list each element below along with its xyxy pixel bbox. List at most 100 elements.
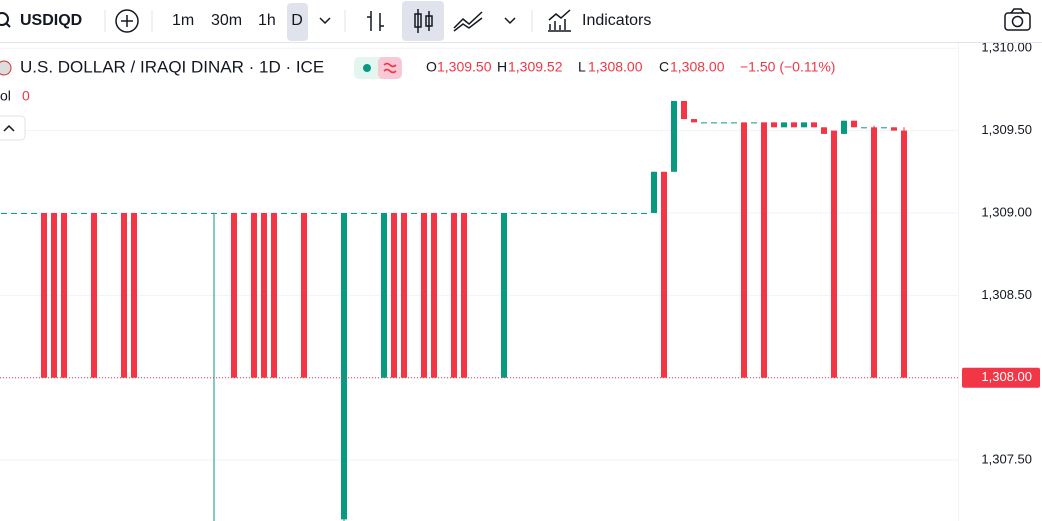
price-axis: 1,310.00 1,309.50 1,309.00 1,308.50 1,308.00…: [958, 40, 1040, 521]
interval[interactable]: D: [291, 12, 303, 29]
search-icon[interactable]: [0, 12, 11, 28]
indicators-icon[interactable]: [548, 9, 571, 32]
candle-body: [31, 212, 37, 214]
candle-body: [101, 212, 107, 214]
indicators-button[interactable]: Indicators: [582, 12, 651, 29]
interval[interactable]: 30m: [211, 12, 242, 29]
candle-body: [321, 212, 327, 214]
candle-body: [641, 212, 647, 214]
candle-body: [381, 212, 387, 378]
candle-body: [241, 212, 247, 214]
candle-body: [71, 212, 77, 214]
candle-body: [281, 212, 287, 214]
y-tick-label: 1,307.50: [981, 451, 1032, 466]
candle-body: [611, 212, 617, 214]
candle-body: [741, 122, 747, 378]
candle-body: [21, 212, 27, 214]
candle-body: [231, 212, 237, 378]
candle-body: [501, 212, 507, 378]
candle-body: [361, 212, 367, 214]
snapshot-button[interactable]: [1004, 8, 1031, 31]
candle-body: [491, 212, 497, 214]
legend-title[interactable]: U.S. DOLLAR / IRAQI DINAR · 1D · ICE: [20, 57, 324, 76]
candle-body: [681, 100, 687, 120]
candle-body: [11, 212, 17, 214]
candle-body: [881, 127, 887, 129]
candle-body: [371, 212, 377, 214]
last-price-tag: [962, 367, 1040, 388]
candle-body: [111, 212, 117, 214]
candle-body: [191, 212, 197, 214]
candle-body: [121, 212, 127, 378]
candle-body: [41, 212, 47, 378]
last-price-label: 1,308.00: [981, 369, 1032, 384]
symbol[interactable]: USDIQD: [20, 12, 82, 29]
candle-body: [821, 127, 827, 134]
y-tick-label: 1,309.50: [981, 122, 1032, 137]
candle-body: [351, 212, 357, 214]
candle-body: [691, 119, 697, 123]
candle-body: [711, 122, 717, 124]
volume-value: 0: [22, 88, 30, 104]
y-tick-label: 1,309.00: [981, 204, 1032, 219]
candle-body: [671, 100, 677, 172]
candle-body: [531, 212, 537, 214]
collapse-legend[interactable]: [0, 115, 26, 141]
candle-body: [661, 171, 667, 378]
candle-body: [131, 212, 137, 378]
candle-body: [471, 212, 477, 214]
data-status-icon: [383, 62, 397, 74]
legend: U.S. DOLLAR / IRAQI DINAR · 1D · ICE O 1…: [0, 57, 835, 141]
candles-style[interactable]: [414, 9, 433, 33]
interval[interactable]: 1m: [172, 12, 194, 29]
candle-body: [601, 212, 607, 214]
candle-body: [331, 212, 337, 214]
candle-body: [731, 122, 737, 124]
candle-body: [441, 212, 447, 214]
market-status-dot: [363, 64, 371, 72]
toolbar: [0, 0, 1042, 42]
candle-body: [591, 212, 597, 214]
candle-body: [581, 212, 587, 214]
area-style[interactable]: [453, 11, 483, 32]
y-tick-label: 1,308.50: [981, 287, 1032, 302]
candle-body: [511, 212, 517, 214]
candle-body: [541, 212, 547, 214]
candle-body: [561, 212, 567, 214]
candle-body: [151, 212, 157, 214]
candle-body: [261, 212, 267, 378]
candle-body: [91, 212, 97, 378]
candle-body: [211, 212, 217, 214]
compare-button[interactable]: [115, 9, 139, 33]
candle-body: [421, 212, 427, 378]
change: −1.50 (−0.11%): [740, 59, 835, 75]
candle-body: [771, 122, 777, 128]
ohlc-value: 1,308.00: [670, 59, 725, 75]
candle-body: [521, 212, 527, 214]
candle-body: [801, 122, 807, 128]
candle-body: [811, 122, 817, 128]
candle-body: [51, 212, 57, 378]
candle-body: [651, 171, 657, 213]
interval-dropdown[interactable]: [319, 17, 331, 25]
candle-body: [781, 122, 787, 128]
candle-body: [571, 212, 577, 214]
interval[interactable]: 1h: [258, 12, 276, 29]
grid-layer: [0, 47, 958, 461]
candle-body: [901, 130, 907, 378]
bars-style[interactable]: [367, 11, 384, 31]
style-dropdown[interactable]: [504, 17, 516, 25]
candle-body: [841, 120, 847, 134]
candle-body: [851, 120, 857, 128]
volume-label: ol: [0, 88, 11, 104]
candle-body: [1, 212, 7, 214]
candle-body: [551, 212, 557, 214]
candle-body: [301, 212, 307, 378]
candle-body: [631, 212, 637, 214]
candle-body: [891, 127, 897, 131]
candle-body: [871, 127, 877, 378]
candle-body: [831, 130, 837, 378]
ohlc-value: 1,309.52: [508, 59, 563, 75]
candle-body: [481, 212, 487, 214]
